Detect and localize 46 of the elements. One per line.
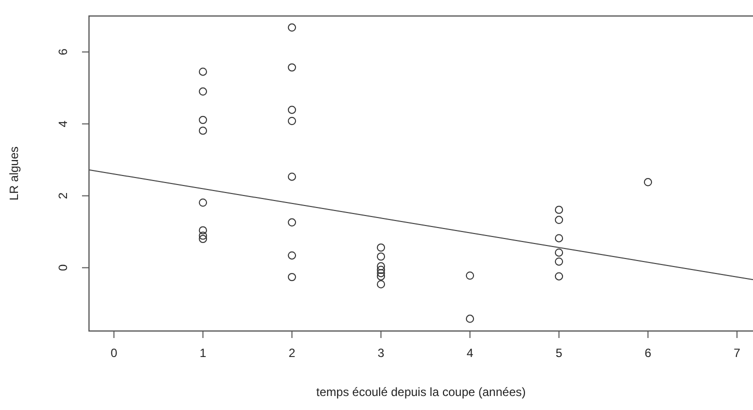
point: [466, 272, 474, 280]
point: [198, 234, 208, 244]
x-tick-label: 7: [734, 346, 741, 360]
point: [288, 116, 296, 126]
point: [288, 251, 296, 260]
point: [376, 262, 386, 270]
x-tick-label: 3: [378, 346, 385, 360]
point: [288, 23, 296, 32]
point: [198, 116, 208, 124]
point: [554, 258, 564, 266]
point: [288, 63, 296, 72]
y-tick-label: 0: [56, 264, 70, 272]
x-tick-label: 2: [288, 346, 296, 360]
point: [466, 314, 474, 323]
point: [376, 266, 386, 274]
point: [288, 218, 296, 227]
x-tick-label: 5: [556, 346, 563, 360]
point: [554, 206, 564, 214]
x-tick-label: 6: [644, 346, 652, 360]
x-tick-label: 4: [466, 346, 474, 360]
point: [198, 68, 208, 76]
point: [288, 172, 296, 181]
y-axis-title: LR algues: [7, 146, 21, 201]
point: [376, 272, 386, 280]
point: [554, 272, 564, 280]
point: [376, 269, 386, 278]
point: [554, 248, 564, 257]
y-tick-label: 4: [56, 120, 70, 128]
point: [376, 252, 386, 261]
point: [198, 232, 208, 240]
x-axis-title: temps écoulé depuis la coupe (années): [316, 385, 526, 399]
point: [554, 216, 564, 224]
point: [376, 280, 386, 288]
point: [198, 226, 208, 234]
x-tick-label: 1: [200, 346, 207, 360]
point: [198, 87, 208, 96]
point: [288, 106, 296, 114]
point: [644, 178, 652, 186]
point: [376, 243, 386, 252]
y-tick-label: 2: [56, 192, 70, 200]
point: [198, 126, 208, 135]
point: [198, 198, 208, 207]
x-tick-label: 0: [110, 346, 118, 360]
y-tick-label: 6: [56, 48, 70, 56]
point: [288, 272, 296, 282]
point: [554, 234, 564, 242]
